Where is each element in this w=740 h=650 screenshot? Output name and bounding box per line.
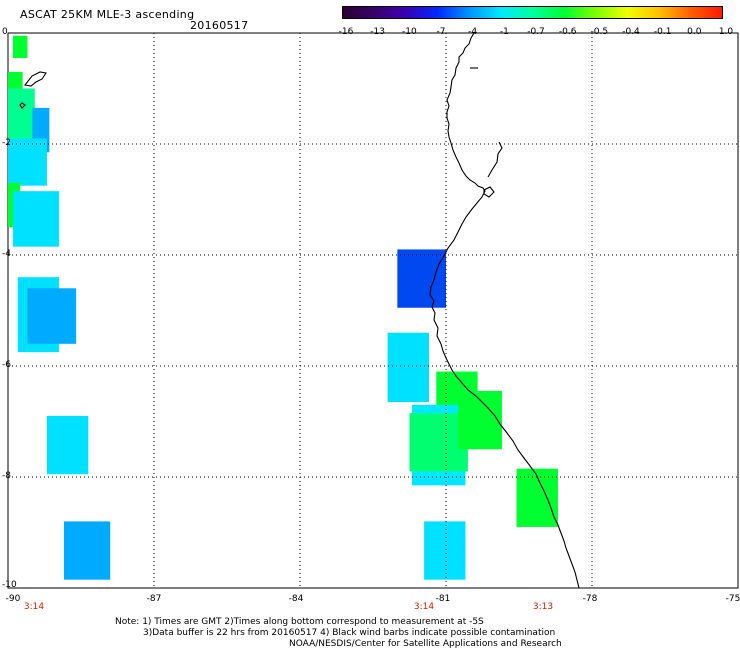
data-cell-4 [8, 138, 47, 186]
data-cell-11 [397, 249, 446, 308]
time-label-3: 3:13 [532, 602, 554, 612]
color-scale-tick-6: -0.7 [527, 27, 545, 37]
lat-label-2s: -2 [2, 138, 11, 148]
lon-label-75w: -75 [725, 594, 740, 604]
coastline [19, 32, 580, 589]
coastline-gulf-guayaquil [487, 141, 503, 178]
lat-label-6s: -6 [2, 360, 11, 370]
color-scale-tick-11: 0.0 [687, 27, 702, 37]
grid-lines [8, 33, 738, 588]
lat-label-8s: -8 [2, 471, 11, 481]
map-title: ASCAT 25KM MLE-3 ascending [20, 8, 195, 21]
data-cell-0 [12, 35, 28, 58]
coastline-puna-island [483, 186, 495, 198]
color-scale-tick-7: -0.6 [558, 27, 577, 37]
color-scale-tick-9: -0.4 [622, 27, 640, 37]
time-label-2: 3:14 [413, 602, 435, 612]
footer-note-2: 3)Data buffer is 22 hrs from 20160517 4)… [143, 628, 556, 638]
color-scale-tick-3: -7 [436, 27, 446, 37]
footer-note-1: Note: 1) Times are GMT 2)Times along bot… [115, 617, 484, 627]
lat-label-10s: -10 [2, 580, 17, 590]
data-cell-12 [387, 332, 429, 403]
coastline-galapagos-isabela [23, 71, 47, 87]
color-scale-tick-10: -0.1 [653, 27, 672, 37]
lon-label-81w: -81 [435, 594, 451, 604]
data-cell-6 [12, 191, 60, 247]
footer-credit: NOAA/NESDIS/Center for Satellite Applica… [289, 639, 562, 649]
data-cells [8, 35, 558, 580]
color-scale-tick-labels: -16 -13 -10 -7 -4 -1 -0.7 -0.6 -0.5 -0.4 -0.1 0.0 1.… [338, 27, 734, 39]
lat-label-0: 0 [2, 27, 8, 37]
map-date: 20160517 [190, 19, 249, 32]
lon-label-90w: -90 [5, 594, 21, 604]
color-scale-tick-4: -4 [468, 27, 478, 37]
data-cell-10 [63, 521, 111, 580]
data-cell-18 [424, 521, 466, 580]
color-scale-tick-2: -10 [401, 27, 417, 37]
lon-label-87w: -87 [146, 594, 162, 604]
color-scale-tick-12: 1.0 [718, 27, 734, 37]
coastline-galapagos-small [19, 102, 26, 109]
data-cell-9 [46, 415, 89, 475]
lon-label-78w: -78 [582, 594, 598, 604]
map-frame [7, 32, 739, 589]
lon-label-84w: -84 [288, 594, 304, 604]
lat-label-4s: -4 [2, 249, 11, 259]
coastline-south-america [429, 32, 580, 589]
data-cell-17 [516, 468, 558, 527]
color-scale-bar [342, 6, 723, 19]
color-scale-tick-5: -1 [499, 27, 509, 37]
color-scale-tick-0: -16 [338, 27, 354, 37]
time-label-1: 3:14 [23, 602, 45, 612]
color-scale-tick-8: -0.5 [590, 27, 609, 37]
color-scale-tick-1: -13 [370, 27, 386, 37]
data-cell-8 [27, 288, 77, 344]
